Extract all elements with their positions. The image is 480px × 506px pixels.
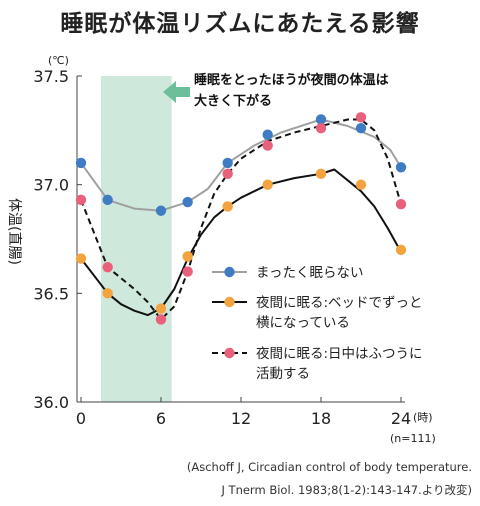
x-unit-label: (時) [413,411,433,424]
series-3-point [222,168,233,179]
legend-marker-1 [224,266,235,278]
series-2-point [155,303,167,314]
series-3-point [315,122,327,134]
legend-label-2: 横になっている [256,315,350,331]
sleep-period-band [101,76,172,402]
y-tick-label: 36.5 [33,284,69,303]
series-1-point [355,122,367,134]
y-tick-label: 37.0 [33,176,69,195]
series-3-point [102,262,113,273]
series-1-point [75,157,87,169]
legend-label-3: 活動する [256,366,310,382]
series-1-point [155,205,167,216]
series-3-point [355,112,367,123]
series-line-1 [80,118,402,212]
x-tick-label: 12 [231,409,251,428]
series-2-point [262,179,273,190]
annotation-line-2: 大きく下がる [194,93,272,109]
legend-label-3: 夜間に眠る:日中はふつうに [256,346,423,362]
series-1-point [315,114,327,125]
series-3-point [262,140,273,151]
series-2-point [315,168,327,179]
series-2-point [355,179,367,190]
series-3-point [75,194,87,206]
series-1-point [102,194,113,206]
series-2-point [222,201,233,212]
series-3-point [395,199,407,210]
y-axis-label: 体温(直腸) [6,198,23,265]
x-tick-label: 18 [311,409,331,428]
annotation-arrow [163,81,190,103]
y-unit-label: (℃) [48,54,69,67]
series-3-point [182,266,193,277]
y-tick-label: 36.0 [33,393,69,412]
series-2-point [75,253,87,264]
series-1-point [262,129,273,140]
series-1-point [182,196,193,208]
sample-size-label: (n=111) [390,432,436,445]
series-2-point [102,288,113,299]
annotation-line-1: 睡眠をとったほうが夜間の体温は [194,72,389,88]
x-tick-label: 24 [391,409,411,428]
series-3-point [155,314,167,325]
x-tick-label: 0 [76,409,86,428]
chart-title: 睡眠が体温リズムにあたえる影響 [60,11,420,37]
series-1-point [395,162,407,173]
series-1-point [222,157,233,169]
series-line-3 [80,118,402,321]
x-tick-label: 6 [156,409,166,428]
legend-label-2: 夜間に眠る:ベッドでずっと [256,295,423,311]
y-tick-label: 37.5 [33,67,69,86]
legend-marker-2 [224,296,235,308]
source-line-1: (Aschoff J, Circadian control of body te… [186,460,472,474]
source-line-2: J Tnerm Biol. 1983;8(1-2):143-147.より改変) [221,483,473,497]
series-2-point [182,251,193,262]
series-2-point [395,244,407,256]
legend-marker-3 [224,347,235,359]
legend-label-1: まったく眠らない [256,265,363,281]
